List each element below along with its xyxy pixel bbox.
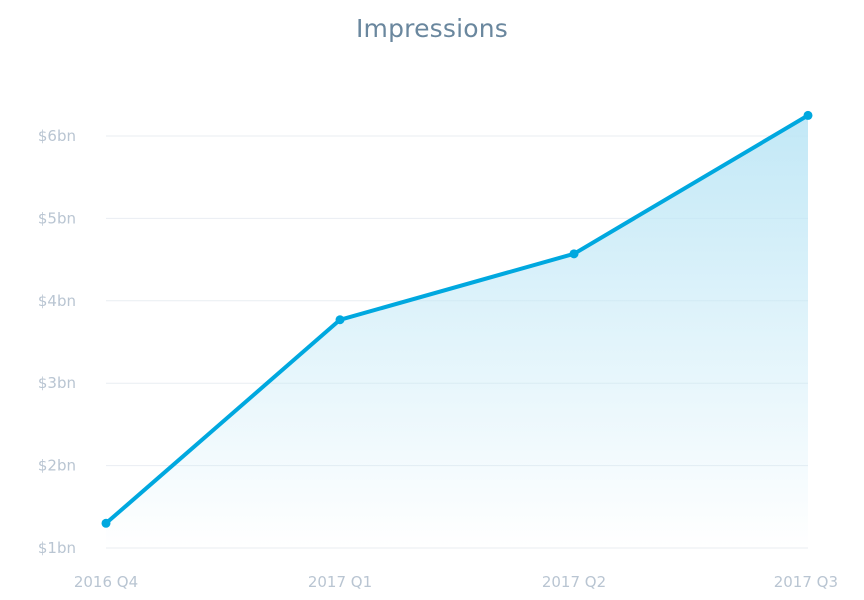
data-point	[569, 249, 579, 259]
chart-title: Impressions	[355, 14, 509, 43]
area-fill	[106, 115, 808, 549]
x-tick-label: 2017 Q2	[542, 573, 606, 591]
data-point	[101, 518, 111, 528]
x-tick-label: 2017 Q3	[774, 573, 838, 591]
x-tick-label: 2017 Q1	[308, 573, 372, 591]
y-tick-label: $2bn	[38, 457, 76, 475]
data-point	[335, 315, 345, 325]
series-line	[104, 113, 810, 526]
y-tick-label: $6bn	[38, 127, 76, 145]
y-tick-label: $1bn	[38, 539, 76, 557]
y-tick-label: $3bn	[38, 374, 76, 392]
x-tick-label: 2016 Q4	[74, 573, 138, 591]
data-points	[101, 110, 813, 528]
y-tick-label: $5bn	[38, 209, 76, 227]
data-point	[803, 110, 813, 120]
y-tick-label: $4bn	[38, 292, 76, 310]
y-axis-tick-labels: $1bn $2bn $3bn $4bn $5bn $6bn	[38, 127, 76, 557]
x-axis-tick-labels: 2016 Q4 2017 Q1 2017 Q2 2017 Q3	[74, 573, 838, 591]
